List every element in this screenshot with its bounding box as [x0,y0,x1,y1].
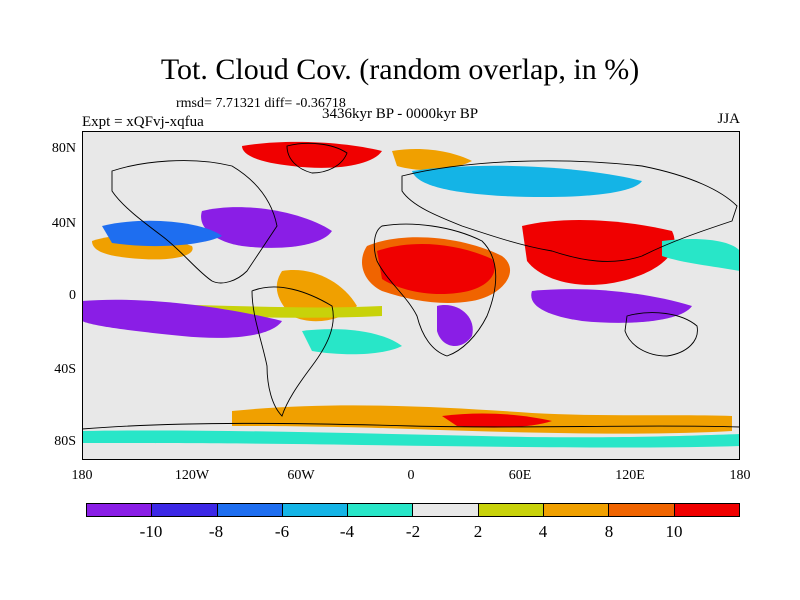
x-tick-120e: 120E [615,468,645,483]
north-africa-core-red [377,244,495,295]
colorbar [86,503,740,517]
colorbar-swatch [674,504,739,516]
australia-outline [624,312,698,357]
continent-outlines [82,142,740,430]
colorbar-swatch [413,504,479,516]
chart-title: Tot. Cloud Cov. (random overlap, in %) [160,53,640,86]
season-label: JJA [717,111,740,127]
negative-anomalies [82,165,740,448]
south-asia-red-region [522,219,675,285]
indian-ocean-purple [531,289,692,323]
arctic-red-patch [242,141,382,168]
x-tick-0: 0 [407,468,415,483]
colorbar-swatch [87,504,153,516]
map-frame [82,131,740,460]
colorbar-label: 10 [665,522,683,541]
x-tick-60e: 60E [508,468,532,483]
rmsd-text: rmsd= 7.71321 diff= -0.36718 [176,96,346,111]
y-tick-40s: 40S [54,362,76,377]
eurasia-cyan [412,165,642,198]
cloud-cover-map [82,131,740,460]
colorbar-swatch [152,504,218,516]
south-america-outline [251,286,334,417]
colorbar-swatch [609,504,675,516]
x-tick-180e: 180 [729,468,751,483]
north-america-outline [111,160,278,284]
colorbar-label: -6 [274,522,290,541]
southern-africa-purple [437,305,473,347]
y-tick-40n: 40N [51,216,76,231]
europe-asia-outline [401,160,738,262]
africa-outline [373,223,497,357]
y-tick-eq: 0 [69,288,76,303]
southern-ocean-red-patches [442,413,552,428]
colorbar-swatch [544,504,610,516]
pacific-cyan-band [662,239,740,271]
colorbar-swatch [282,504,349,516]
experiment-label: Expt = xQFvj-xqfua [82,114,204,130]
north-atlantic-purple [201,207,332,248]
colorbar-swatch [478,504,545,516]
south-atlantic-cyan [302,329,402,355]
southern-ocean-cyan-band [82,430,740,448]
y-tick-80n: 80N [51,141,76,156]
y-tick-80s: 80S [54,434,76,449]
north-pacific-blue [102,220,222,247]
colorbar-label: -2 [405,522,421,541]
colorbar-label: -10 [139,522,163,541]
x-tick-120w: 120W [174,468,210,483]
period-label: 3436kyr BP - 0000kyr BP [322,106,479,122]
colorbar-swatch [348,504,414,516]
x-tick-60w: 60W [287,468,315,483]
colorbar-label: -4 [339,522,355,541]
south-pacific-purple-band [82,299,282,338]
colorbar-swatch [217,504,283,516]
arctic-orange-patch [392,149,472,171]
map-panel [82,131,740,460]
colorbar-label: 8 [604,522,614,541]
antarctica-outline [82,422,740,430]
x-tick-180w: 180 [71,468,93,483]
colorbar-label: -8 [208,522,224,541]
colorbar-label: 2 [473,522,483,541]
greenland-outline [286,142,348,174]
colorbar-label: 4 [538,522,548,541]
